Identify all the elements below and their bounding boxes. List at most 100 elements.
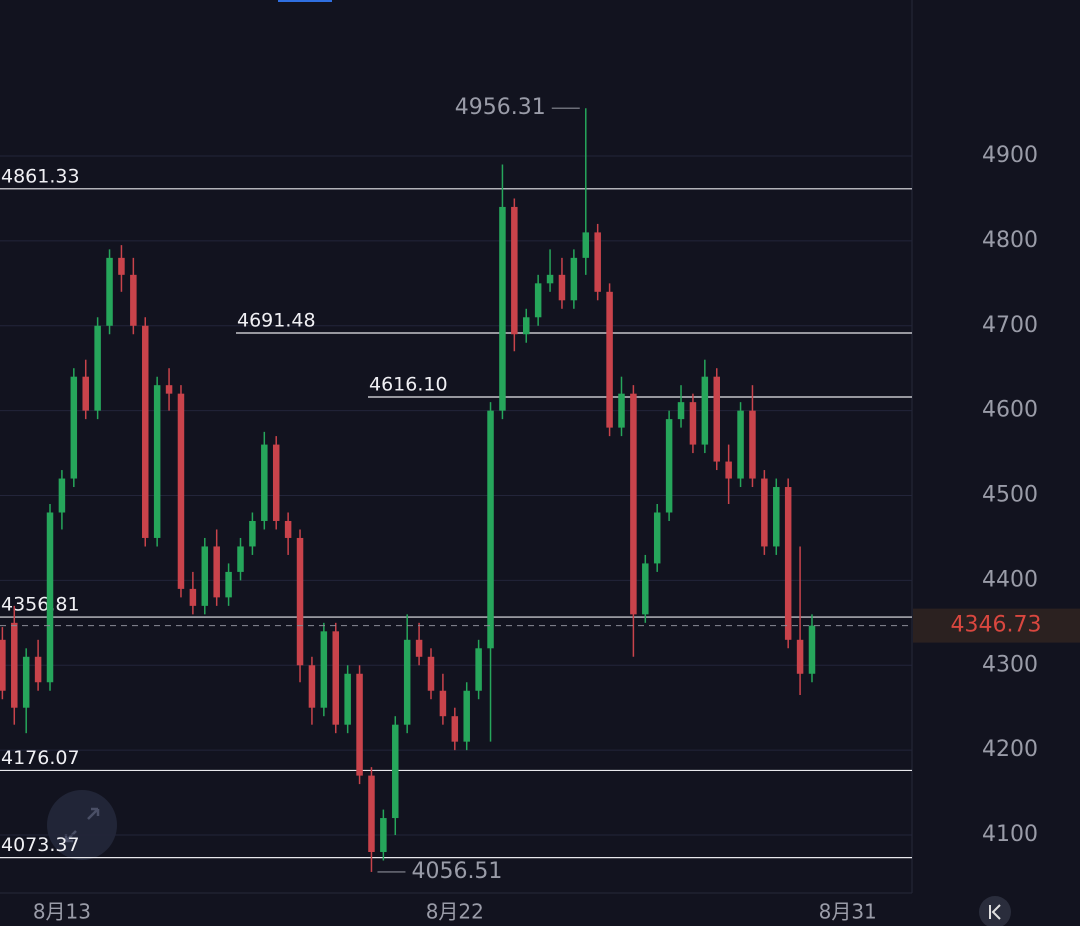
candles [0, 108, 816, 872]
zoom-button[interactable] [47, 790, 117, 860]
candle-body [725, 461, 732, 479]
candle-body [94, 325, 101, 411]
candle-body [415, 639, 423, 657]
candle-body [58, 478, 66, 513]
candle-body [225, 571, 232, 598]
candle-body [534, 283, 542, 318]
candle-body [284, 520, 292, 538]
candle-body [142, 325, 149, 538]
candle-body [165, 385, 173, 394]
level-label: 4861.33 [1, 165, 80, 187]
candle-body [46, 512, 54, 683]
candle-body [737, 410, 744, 479]
candle-body [403, 639, 411, 725]
candle-body [546, 274, 554, 284]
y-tick-label: 4600 [982, 398, 1038, 423]
candle-body [570, 257, 578, 301]
y-tick-label: 4700 [982, 313, 1038, 338]
zoom-button-bg[interactable] [47, 790, 117, 860]
candle-body [344, 673, 351, 725]
candle-body [642, 563, 649, 615]
candle-body [784, 487, 792, 640]
candle-body [368, 775, 375, 853]
grid [0, 155, 912, 836]
candle-body [451, 716, 459, 742]
y-tick-label: 4200 [982, 737, 1038, 762]
candle-body [475, 648, 482, 691]
candle-body [308, 665, 316, 708]
candle-body [380, 818, 387, 853]
candle-body [665, 419, 673, 513]
candle-body [808, 625, 816, 674]
candle-body [749, 410, 756, 479]
candle-body [653, 512, 661, 564]
x-tick-label: 8月31 [819, 900, 877, 924]
candle-body [332, 631, 339, 725]
zoom-icon [64, 807, 100, 843]
candle-body [272, 444, 280, 521]
candle-body [773, 487, 780, 547]
candle-body [689, 402, 697, 445]
candle-body [499, 206, 506, 411]
candle-body [558, 274, 566, 301]
y-tick-label: 4900 [982, 143, 1038, 168]
candle-body [356, 673, 363, 776]
candle-body [34, 656, 42, 683]
candle-body [11, 622, 18, 708]
candle-body [320, 631, 328, 708]
current-price-box [913, 608, 1080, 643]
candle-body [511, 206, 518, 335]
y-tick-label: 4300 [982, 652, 1038, 677]
candle-body [677, 402, 685, 420]
candle-body [0, 639, 6, 691]
level-label: 4691.48 [237, 309, 316, 331]
candle-body [463, 690, 470, 742]
candle-body [261, 444, 268, 521]
candle-body [213, 546, 220, 598]
level-label: 4176.07 [1, 747, 80, 769]
candle-body [594, 232, 601, 292]
x-tick-label: 8月22 [426, 900, 484, 924]
candle-body [487, 410, 494, 649]
candle-body [130, 274, 137, 326]
level-label: 4073.37 [1, 834, 80, 856]
candle-body [701, 376, 709, 445]
scroll-latest-button[interactable] [979, 896, 1011, 926]
level-label: 4356.81 [1, 594, 80, 616]
candle-body [439, 690, 447, 717]
y-tick-label: 4400 [982, 567, 1038, 592]
candle-body [189, 588, 197, 606]
low-label: 4056.51 [411, 859, 502, 884]
y-tick-label: 4100 [982, 822, 1038, 847]
candle-body [106, 257, 113, 326]
candle-body [201, 546, 209, 606]
candle-body [522, 317, 530, 335]
candle-body [713, 376, 720, 462]
candle-body [582, 232, 590, 258]
candle-body [249, 520, 256, 547]
candle-body [796, 639, 804, 674]
candle-body [70, 376, 78, 479]
candle-body [22, 656, 30, 708]
x-tick-label: 8月13 [33, 900, 91, 924]
candle-body [237, 546, 244, 572]
tab-indicator [278, 0, 332, 2]
candle-body [606, 291, 613, 428]
candle-body [153, 385, 161, 538]
candle-body [630, 393, 637, 615]
y-tick-label: 4500 [982, 483, 1038, 508]
candle-body [618, 393, 625, 428]
candle-body [118, 257, 125, 275]
candle-body [427, 656, 435, 691]
candle-body [761, 478, 768, 547]
y-tick-label: 4800 [982, 228, 1038, 253]
scroll-icon [989, 904, 1001, 920]
candle-body [177, 393, 185, 589]
candle-body [392, 724, 399, 819]
high-label: 4956.31 [455, 95, 546, 120]
current-price-label: 4346.73 [951, 613, 1042, 638]
candle-body [296, 537, 304, 666]
level-label: 4616.10 [369, 373, 448, 395]
